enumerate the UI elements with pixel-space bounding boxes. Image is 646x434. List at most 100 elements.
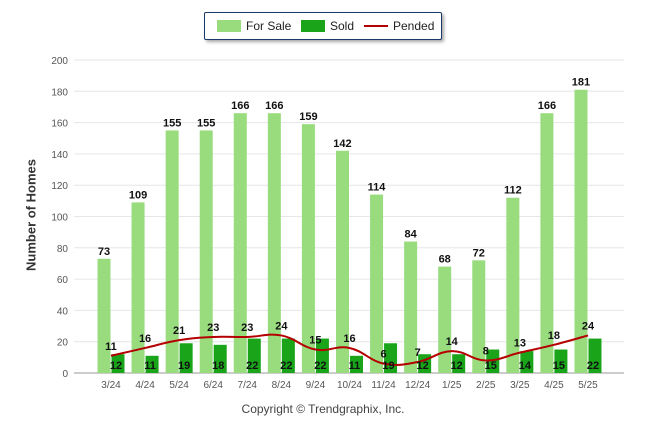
- x-tick-label: 3/24: [101, 380, 121, 391]
- x-tick-label: 3/25: [510, 380, 530, 391]
- pended-value-label: 23: [207, 322, 219, 334]
- for-sale-bar: [370, 194, 384, 373]
- for-sale-bar: [301, 124, 315, 373]
- sold-bar: [179, 343, 193, 373]
- y-tick-label: 200: [51, 56, 68, 67]
- y-tick-label: 180: [51, 87, 68, 98]
- sold-bar: [349, 355, 363, 373]
- pended-value-label: 7: [415, 347, 421, 359]
- x-tick-label: 5/24: [169, 380, 189, 391]
- y-axis-title: Number of Homes: [23, 159, 39, 271]
- for-sale-value-label: 112: [504, 185, 522, 197]
- for-sale-bar: [233, 113, 247, 374]
- for-sale-bar: [540, 113, 554, 374]
- pended-value-label: 24: [275, 320, 288, 332]
- for-sale-value-label: 109: [129, 189, 147, 201]
- y-tick-label: 140: [51, 150, 68, 161]
- y-tick-label: 20: [57, 338, 69, 349]
- y-tick-label: 40: [57, 306, 69, 317]
- x-tick-label: 4/25: [544, 380, 564, 391]
- for-sale-bar: [131, 202, 145, 373]
- sold-value-label: 19: [178, 360, 190, 372]
- sold-bar: [281, 338, 295, 373]
- pended-value-label: 18: [548, 330, 560, 342]
- x-tick-label: 7/24: [238, 380, 258, 391]
- sold-bar: [145, 355, 159, 373]
- for-sale-bar: [404, 241, 418, 373]
- sold-value-label: 11: [144, 360, 156, 372]
- sold-value-label: 15: [485, 360, 497, 372]
- for-sale-value-label: 166: [231, 100, 249, 112]
- for-sale-value-label: 72: [473, 247, 485, 259]
- y-tick-label: 120: [51, 181, 68, 192]
- for-sale-swatch: [217, 20, 241, 32]
- pended-value-label: 14: [446, 336, 459, 348]
- for-sale-value-label: 166: [265, 100, 283, 112]
- for-sale-bar: [199, 130, 213, 373]
- sold-value-label: 14: [519, 360, 532, 372]
- pended-value-label: 13: [514, 338, 526, 350]
- legend-label-for-sale: For Sale: [246, 19, 292, 33]
- legend: For Sale Sold Pended: [204, 12, 442, 40]
- sold-value-label: 12: [451, 360, 463, 372]
- for-sale-value-label: 114: [368, 182, 387, 194]
- pended-line: [110, 333, 589, 367]
- for-sale-value-label: 155: [197, 117, 215, 129]
- for-sale-bar: [97, 258, 111, 373]
- sold-value-label: 12: [417, 360, 429, 372]
- sold-bar: [111, 354, 125, 373]
- x-tick-label: 10/24: [337, 380, 362, 391]
- for-sale-value-label: 159: [299, 111, 317, 123]
- legend-label-pended: Pended: [393, 19, 435, 33]
- y-tick-label: 100: [51, 213, 68, 224]
- for-sale-bar: [335, 150, 349, 373]
- legend-item-for-sale[interactable]: For Sale: [217, 19, 291, 33]
- sold-value-label: 22: [280, 360, 292, 372]
- sold-value-label: 22: [587, 360, 599, 372]
- sold-bar: [213, 344, 227, 373]
- pended-value-label: 16: [139, 333, 151, 345]
- x-tick-label: 8/24: [272, 380, 292, 391]
- copyright-text: Copyright © Trendgraphix, Inc.: [241, 402, 405, 416]
- pended-value-label: 23: [241, 322, 253, 334]
- pended-value-label: 16: [343, 333, 355, 345]
- legend-label-sold: Sold: [330, 19, 355, 33]
- x-tick-label: 9/24: [306, 380, 326, 391]
- sold-value-label: 19: [382, 360, 394, 372]
- y-tick-label: 60: [57, 275, 69, 286]
- sold-bar: [315, 338, 329, 373]
- pended-value-label: 8: [483, 345, 489, 357]
- for-sale-bar: [574, 89, 588, 374]
- pended-value-label: 11: [105, 341, 117, 353]
- sold-bar: [486, 349, 500, 373]
- x-tick-label: 2/25: [476, 380, 496, 391]
- sold-bar: [452, 354, 466, 373]
- y-tick-label: 80: [57, 244, 69, 255]
- pended-value-label: 24: [582, 320, 595, 332]
- for-sale-bar: [165, 130, 179, 373]
- y-tick-label: 0: [62, 369, 68, 380]
- sold-swatch: [301, 20, 325, 32]
- sold-value-label: 12: [110, 360, 122, 372]
- legend-item-sold[interactable]: Sold: [301, 19, 354, 33]
- sold-value-label: 18: [212, 360, 224, 372]
- for-sale-bar: [506, 197, 520, 373]
- for-sale-bar: [267, 113, 281, 374]
- for-sale-bar: [438, 266, 452, 373]
- for-sale-value-label: 181: [572, 77, 590, 89]
- for-sale-value-label: 155: [163, 117, 181, 129]
- for-sale-value-label: 166: [538, 100, 556, 112]
- for-sale-value-label: 73: [98, 246, 110, 258]
- for-sale-value-label: 84: [405, 229, 418, 241]
- x-tick-label: 6/24: [203, 380, 223, 391]
- x-tick-label: 4/24: [135, 380, 155, 391]
- sold-bar: [588, 338, 602, 373]
- sold-bar: [247, 338, 261, 373]
- legend-item-pended[interactable]: Pended: [364, 19, 434, 33]
- sold-value-label: 22: [246, 360, 258, 372]
- sold-bar: [520, 351, 534, 373]
- sold-value-label: 11: [349, 360, 361, 372]
- pended-swatch: [364, 25, 388, 27]
- sold-bar: [554, 349, 568, 373]
- pended-value-label: 6: [380, 349, 386, 361]
